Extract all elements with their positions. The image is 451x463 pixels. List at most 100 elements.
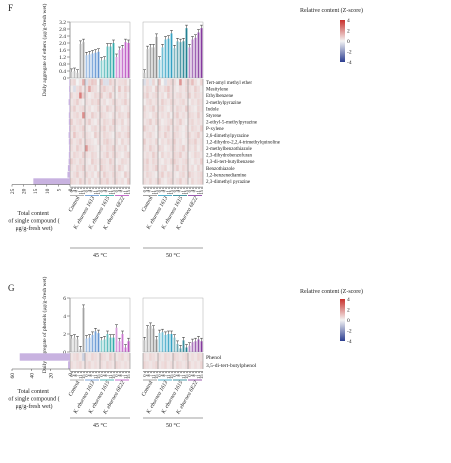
heatmap-cell [84,144,89,152]
heatmap-cell [90,125,95,132]
day-label: 15 d [184,370,189,379]
compound-label: P-xylene [206,127,225,132]
heatmap-cell [154,78,159,86]
colorbar [340,20,345,62]
heatmap-cell [78,78,83,86]
bar-y-tick-label: 2.4 [59,34,66,40]
heatmap-cell [181,138,186,146]
heatmap-cell [108,125,113,132]
day-label: 7 d [163,370,168,376]
heatmap-cell [117,78,122,86]
heatmap-cell [117,111,122,119]
heatmap-cell [145,98,150,106]
heatmap-cell [142,92,147,99]
compound-label: 2,3-dihydrobenzofuran [206,154,252,159]
heatmap-cell [178,131,183,139]
heatmap-cell [81,78,86,86]
heatmap-cell [72,177,77,185]
heatmap-cell [172,177,177,185]
bar [100,340,103,352]
group-label: Control [68,195,82,213]
day-label: 4 d [117,186,122,192]
heatmap-cell [117,118,122,126]
heatmap-cell [84,125,89,132]
heatmap-cell [105,177,110,185]
side-x-tick-label: 10 [45,188,51,194]
heatmap-cell [72,131,77,139]
heatmap-cell [96,125,101,132]
day-label: 0 d [114,186,119,192]
heatmap-cell [90,171,95,179]
heatmap-cell [105,138,110,146]
bar [179,42,182,78]
heatmap-cell [78,111,83,119]
heatmap-cell [90,138,95,146]
day-label: 15 d [126,186,131,195]
heatmap-cell [169,92,174,99]
bar [179,348,182,352]
heatmap-cell [117,177,122,185]
colorbar-tick-label: -2 [347,50,352,56]
heatmap-cell [187,92,192,99]
heatmap-cell [111,118,116,126]
day-label: 0 d [99,370,104,376]
heatmap-cell [196,105,201,113]
bar [97,333,100,352]
heatmap-cell [87,92,92,99]
side-x-tick-label: 25 [10,188,16,194]
heatmap-cell [187,118,192,126]
heatmap-cell [190,144,195,152]
heatmap-cell [90,144,95,152]
side-bar [68,361,70,369]
bar [103,339,106,352]
heatmap-cell [87,118,92,126]
heatmap-cell [169,360,174,370]
heatmap-cell [193,98,198,106]
heatmap-cell [145,125,150,132]
heatmap-cell [145,171,150,179]
heatmap-cell [96,118,101,126]
bar [167,38,170,78]
day-label: 4 d [160,186,165,192]
heatmap-cell [178,177,183,185]
heatmap-cell [154,138,159,146]
heatmap-cell [151,92,156,99]
day-label: 7 d [120,186,125,192]
heatmap-cell [84,171,89,179]
colorbar-tick-label: 0 [347,318,350,324]
heatmap-cell [111,164,116,172]
heatmap-cell [111,105,116,113]
heatmap-cell [87,98,92,106]
bar [73,71,76,78]
heatmap-cell [87,177,92,185]
day-label: 4 d [117,370,122,376]
heatmap-cell [93,177,98,185]
heatmap-cell [108,98,113,106]
heatmap-cell [81,125,86,132]
bar [82,307,85,352]
heatmap-cell [111,125,116,132]
heatmap-cell [120,171,125,179]
heatmap-cell [175,92,180,99]
heatmap-cell [184,177,189,185]
heatmap-cell [160,158,165,165]
heatmap-cell [72,125,77,132]
heatmap-cell [193,85,198,93]
heatmap-cell [114,360,119,370]
heatmap-cell [117,98,122,106]
heatmap-cell [105,118,110,126]
heatmap-cell [114,118,119,126]
compound-label: Styrene [206,114,222,119]
heatmap-cell [90,151,95,159]
heatmap-cell [181,125,186,132]
day-label: 15 d [199,186,204,195]
heatmap-cell [84,118,89,126]
heatmap-cell [114,171,119,179]
heatmap-cell [175,144,180,152]
heatmap-cell [102,98,107,106]
heatmap-cell [120,125,125,132]
heatmap-cell [108,144,113,152]
heatmap-cell [199,177,204,185]
heatmap-cell [142,131,147,139]
side-bar [69,125,70,132]
